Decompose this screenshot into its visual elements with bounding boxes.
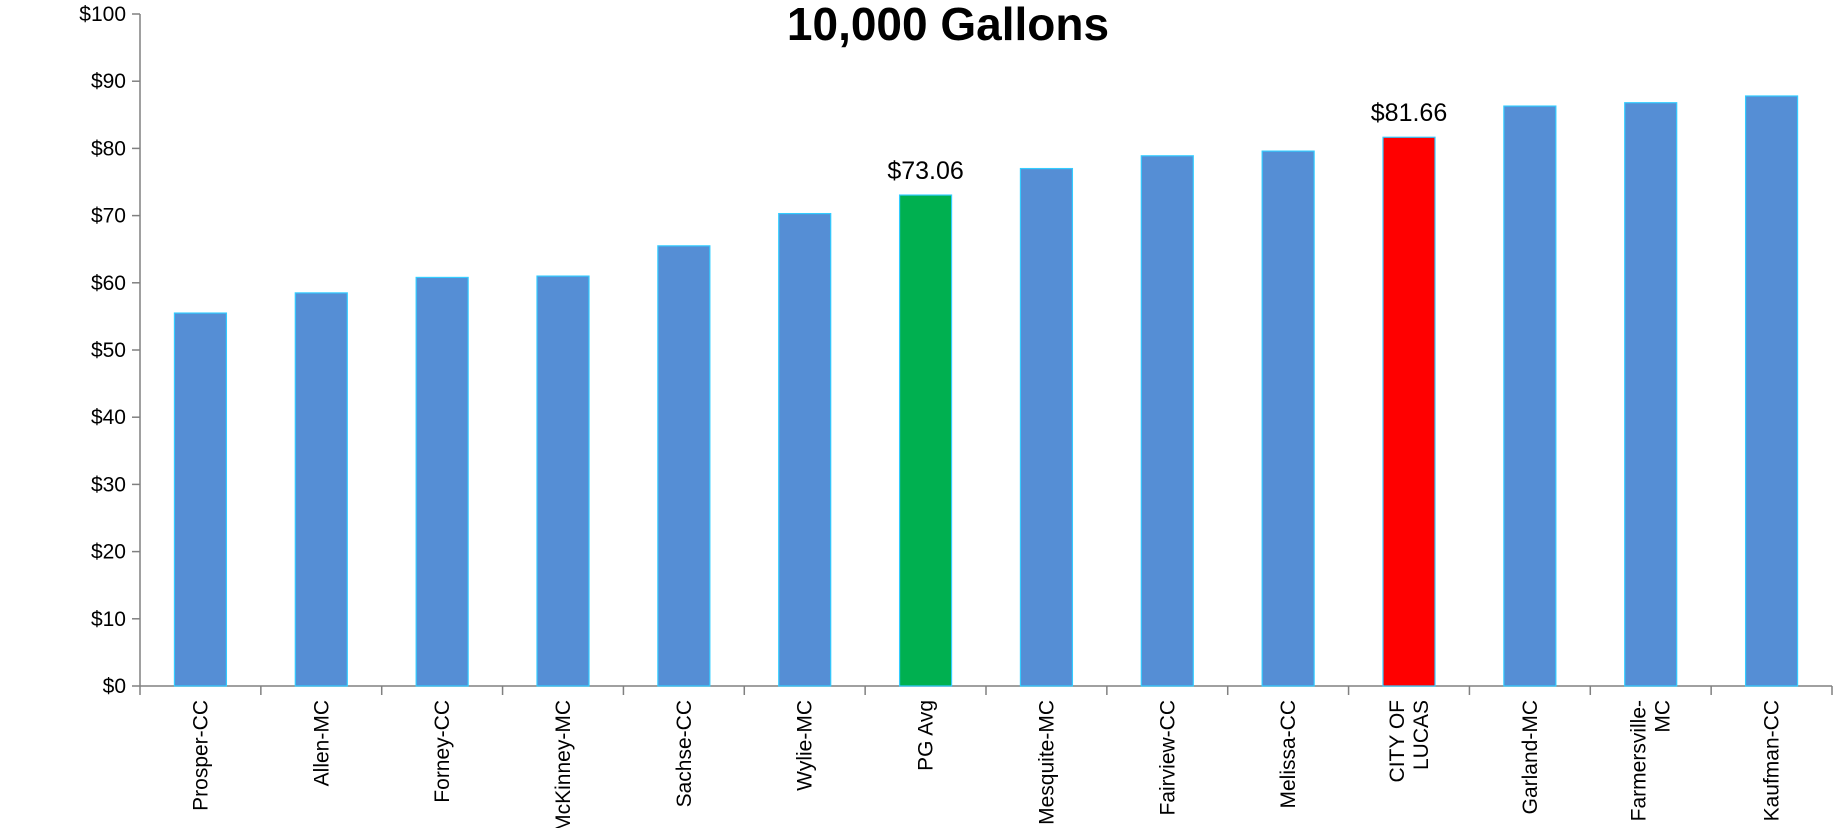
y-tick-label: $100: [79, 3, 126, 26]
x-tick-label: Garland-MC: [1519, 700, 1542, 814]
y-tick-label: $10: [91, 608, 126, 631]
x-tick-label: Wylie-MC: [794, 700, 817, 791]
bar-mckinney-mc: [536, 275, 590, 687]
x-tick-label: Sachse-CC: [673, 700, 696, 807]
bar-sachse-cc: [657, 245, 711, 687]
x-tick-label: Kaufman-CC: [1761, 700, 1784, 821]
bar-garland-mc: [1503, 105, 1557, 687]
x-tick-label: Forney-CC: [431, 700, 454, 803]
y-tick-label: $90: [91, 70, 126, 93]
x-tick-label: Melissa-CC: [1277, 700, 1300, 809]
y-tick-label: $0: [103, 675, 126, 698]
x-tick-label: Farmersville-MC: [1628, 700, 1675, 821]
data-labels: $73.06 $81.66: [887, 99, 1447, 185]
x-tick-label: Prosper-CC: [189, 700, 212, 811]
x-tick-label: McKinney-MC: [552, 700, 575, 828]
y-axis: $0 $10 $20 $30 $40 $50 $60 $70 $80 $90 $100: [79, 3, 141, 698]
y-tick-label: $80: [91, 137, 126, 160]
bar-prosper-cc: [173, 312, 228, 687]
x-tick-label-line: Forney-CC: [431, 700, 454, 803]
bar-kaufman-cc: [1744, 95, 1799, 687]
bar-wylie-mc: [778, 212, 832, 687]
bar-forney-cc: [415, 276, 469, 687]
x-tick-label-line: CITY OF: [1386, 700, 1409, 782]
bar-mesquite-mc: [1019, 167, 1074, 687]
x-tick-label-line: Mesquite-MC: [1035, 700, 1058, 825]
x-tick-label-line: Sachse-CC: [673, 700, 696, 807]
bar-fairview-cc: [1140, 155, 1194, 687]
bar-farmersville-mc: [1624, 102, 1678, 687]
y-tick-label: $20: [91, 541, 126, 564]
bar-melissa-cc: [1261, 150, 1315, 687]
y-tick-label: $50: [91, 339, 126, 362]
x-tick-label-line: Fairview-CC: [1156, 700, 1179, 816]
data-label: $81.66: [1371, 99, 1447, 127]
bar-pg-avg: [898, 194, 953, 687]
x-tick-label-line: PG Avg: [915, 700, 938, 771]
y-tick-label: $70: [91, 205, 126, 228]
x-tick-label-line: Kaufman-CC: [1761, 700, 1784, 821]
x-tick-label-line: McKinney-MC: [552, 700, 575, 828]
x-tick-label: PG Avg: [915, 700, 938, 771]
x-tick-label-line: Melissa-CC: [1277, 700, 1300, 809]
x-tick-label: Allen-MC: [310, 700, 333, 786]
chart-title: 10,000 Gallons: [787, 0, 1109, 50]
y-tick-label: $60: [91, 272, 126, 295]
x-tick-label-line: Garland-MC: [1519, 700, 1542, 814]
y-tick-label: $30: [91, 473, 126, 496]
bar-allen-mc: [294, 292, 348, 687]
y-tick-label: $40: [91, 406, 126, 429]
x-tick-label-line: Prosper-CC: [189, 700, 212, 811]
x-axis: Prosper-CC Allen-MC Forney-CC McKinney-MC Sa…: [139, 685, 1833, 828]
x-tick-label-line: Allen-MC: [310, 700, 333, 786]
x-tick-label-line: LUCAS: [1410, 700, 1433, 770]
x-tick-label-line: MC: [1652, 700, 1675, 733]
x-tick-label: Mesquite-MC: [1035, 700, 1058, 825]
data-label: $73.06: [887, 157, 963, 185]
bars: [173, 95, 1799, 687]
x-tick-label: Fairview-CC: [1156, 700, 1179, 816]
x-tick-label: CITY OFLUCAS: [1386, 700, 1433, 782]
bar-city-of-lucas: [1382, 136, 1436, 687]
x-tick-label-line: Wylie-MC: [794, 700, 817, 791]
x-tick-label-line: Farmersville-: [1628, 700, 1651, 821]
